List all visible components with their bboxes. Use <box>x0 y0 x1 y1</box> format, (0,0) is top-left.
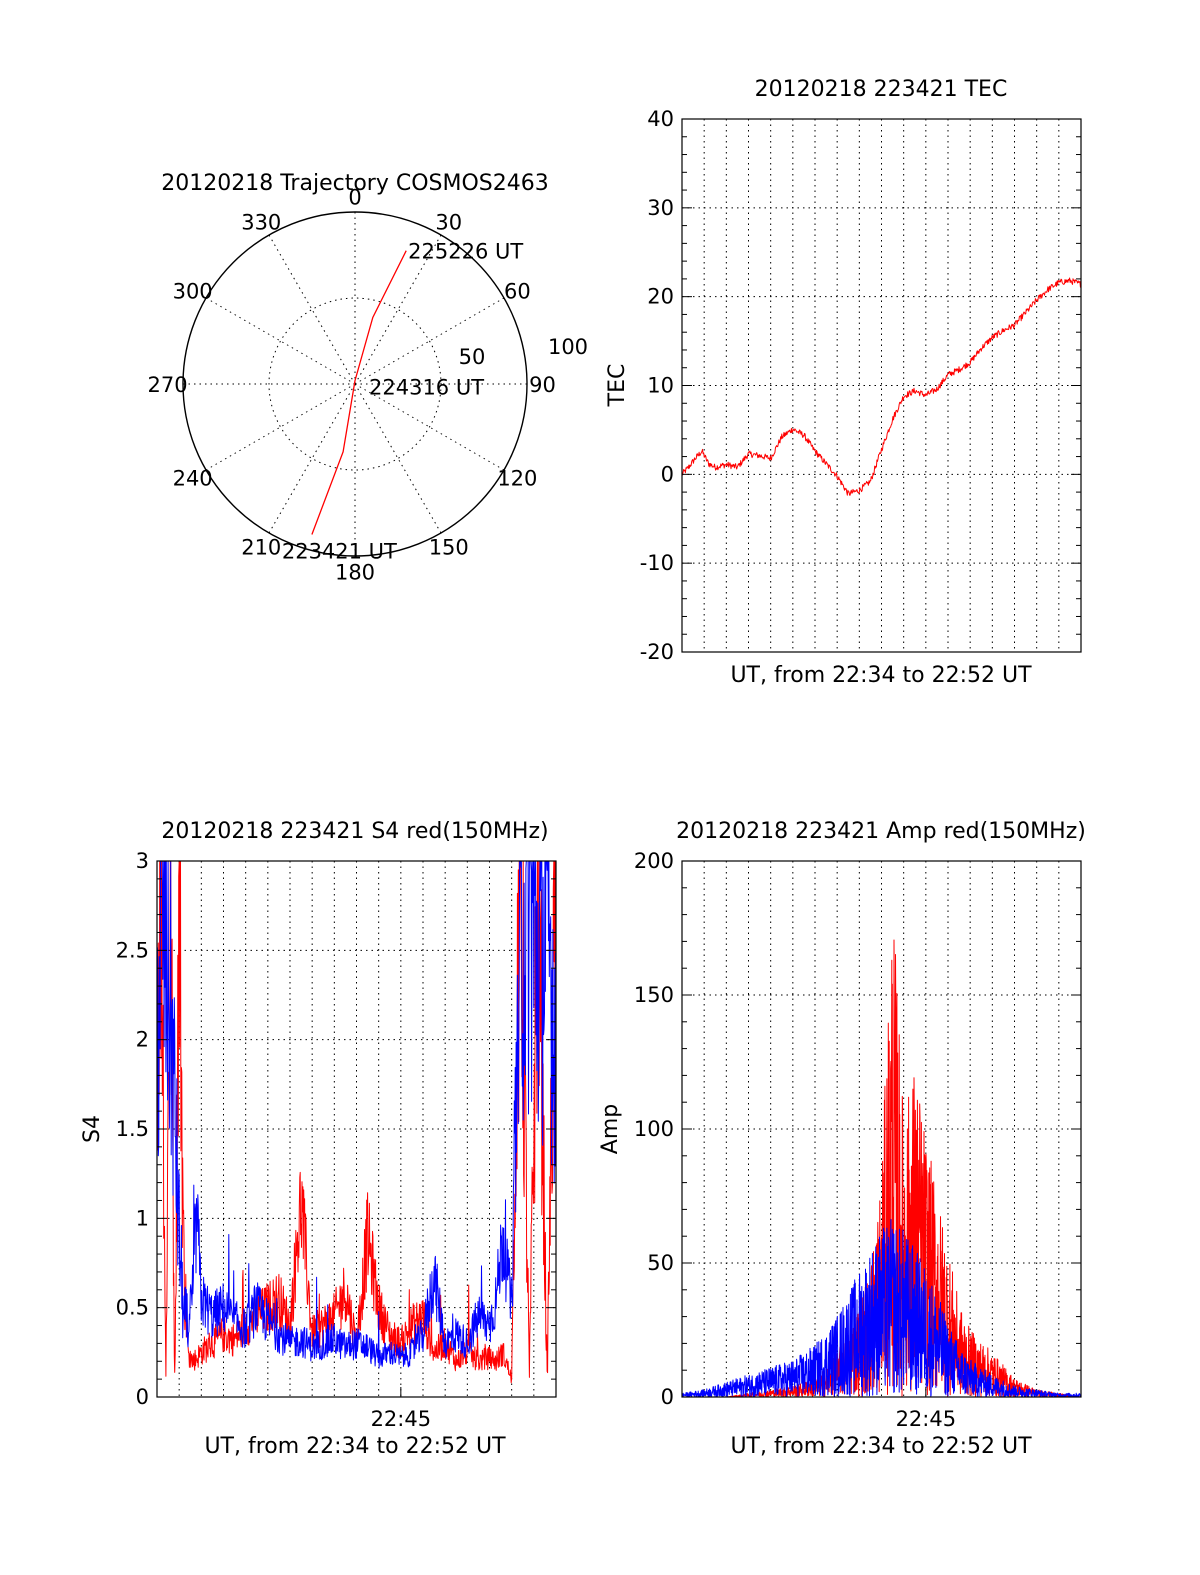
polar-azimuth-label: 270 <box>147 373 187 397</box>
polar-spoke <box>268 383 356 534</box>
amp-chart: 20120218 223421 Amp red(150MHz) 0 50 100 15… <box>598 819 1086 1459</box>
polar-azimuth-label: 60 <box>504 279 531 303</box>
tec-ticks: -20 -10 0 10 20 30 40 <box>640 107 1081 664</box>
x-tick-label: 22:45 <box>371 1407 432 1431</box>
polar-trajectory-chart: 20120218 Trajectory COSMOS2463 0 30 60 90 12… <box>147 171 588 584</box>
s4-ticks: 0 0.5 1 1.5 2 2.5 3 22:45 <box>116 849 556 1431</box>
polar-spoke <box>205 297 356 385</box>
tec-chart: 20120218 223421 TEC -20 -10 0 10 20 30 40 UT, … <box>605 77 1082 688</box>
polar-grid <box>182 211 528 557</box>
tec-xlabel: UT, from 22:34 to 22:52 UT <box>730 663 1032 688</box>
y-tick-label: 0 <box>661 462 674 486</box>
tec-ylabel: TEC <box>605 364 630 408</box>
y-tick-label: 0.5 <box>116 1296 149 1320</box>
polar-spoke <box>354 297 505 385</box>
y-tick-label: 2 <box>136 1028 149 1052</box>
polar-time-annotation: 223421 UT <box>282 539 397 563</box>
series-line <box>681 277 1082 496</box>
polar-grid-circle-50 <box>268 297 442 471</box>
s4-xlabel: UT, from 22:34 to 22:52 UT <box>204 1434 506 1459</box>
polar-spoke <box>354 234 442 385</box>
polar-spoke <box>354 383 505 471</box>
y-tick-label: 200 <box>634 849 674 873</box>
amp-ticks: 0 50 100 150 200 22:45 <box>634 849 1081 1431</box>
series-line <box>156 860 557 1369</box>
polar-series <box>311 250 407 535</box>
s4-ylabel: S4 <box>80 1115 105 1143</box>
amp-ylabel: Amp <box>598 1104 623 1154</box>
polar-azimuth-label: 180 <box>335 560 375 584</box>
y-tick-label: 3 <box>136 849 149 873</box>
tec-grid <box>682 119 1081 652</box>
polar-azimuth-label: 150 <box>429 535 469 559</box>
polar-spoke <box>354 383 442 534</box>
y-tick-label: 40 <box>647 107 674 131</box>
polar-azimuth-label: 240 <box>173 467 213 491</box>
y-tick-label: 100 <box>634 1117 674 1141</box>
polar-radial-label: 50 <box>459 345 486 369</box>
polar-azimuth-label: 0 <box>348 186 361 210</box>
tec-title: 20120218 223421 TEC <box>755 77 1008 102</box>
polar-azimuth-label: 90 <box>529 373 556 397</box>
polar-labels: 0 30 60 90 120 150 180 210 240 270 300 330 50 100 2252… <box>147 186 588 585</box>
polar-azimuth-label: 30 <box>435 211 462 235</box>
polar-title: 20120218 Trajectory COSMOS2463 <box>161 171 548 196</box>
polar-azimuth-label: 330 <box>241 211 281 235</box>
y-tick-label: 0 <box>136 1385 149 1409</box>
tec-series <box>681 277 1082 496</box>
y-tick-label: 1.5 <box>116 1117 149 1141</box>
y-tick-label: 20 <box>647 285 674 309</box>
polar-time-annotation: 224316 UT <box>369 376 484 400</box>
y-tick-label: 2.5 <box>116 938 149 962</box>
amp-series <box>681 939 1082 1398</box>
polar-trajectory-line <box>311 250 407 535</box>
x-tick-label: 22:45 <box>896 1407 957 1431</box>
series-line <box>681 1219 1082 1398</box>
y-tick-label: 1 <box>136 1206 149 1230</box>
y-tick-label: 10 <box>647 374 674 398</box>
y-tick-label: 50 <box>647 1251 674 1275</box>
polar-azimuth-label: 300 <box>173 279 213 303</box>
polar-spoke <box>205 383 356 471</box>
y-tick-label: 0 <box>661 1385 674 1409</box>
polar-spoke <box>268 234 356 385</box>
s4-title: 20120218 223421 S4 red(150MHz) <box>161 819 548 844</box>
amp-title: 20120218 223421 Amp red(150MHz) <box>676 819 1086 844</box>
polar-azimuth-label: 120 <box>497 467 537 491</box>
s4-series <box>156 860 557 1384</box>
polar-radial-label: 100 <box>548 335 588 359</box>
polar-azimuth-label: 210 <box>241 535 281 559</box>
y-tick-label: 30 <box>647 196 674 220</box>
y-tick-label: -20 <box>640 640 674 664</box>
y-tick-label: -10 <box>640 551 674 575</box>
polar-time-annotation: 225226 UT <box>408 240 523 264</box>
s4-chart: 20120218 223421 S4 red(150MHz) 0 0.5 1 1.5 2… <box>80 819 557 1459</box>
amp-xlabel: UT, from 22:34 to 22:52 UT <box>730 1434 1032 1459</box>
y-tick-label: 150 <box>634 983 674 1007</box>
